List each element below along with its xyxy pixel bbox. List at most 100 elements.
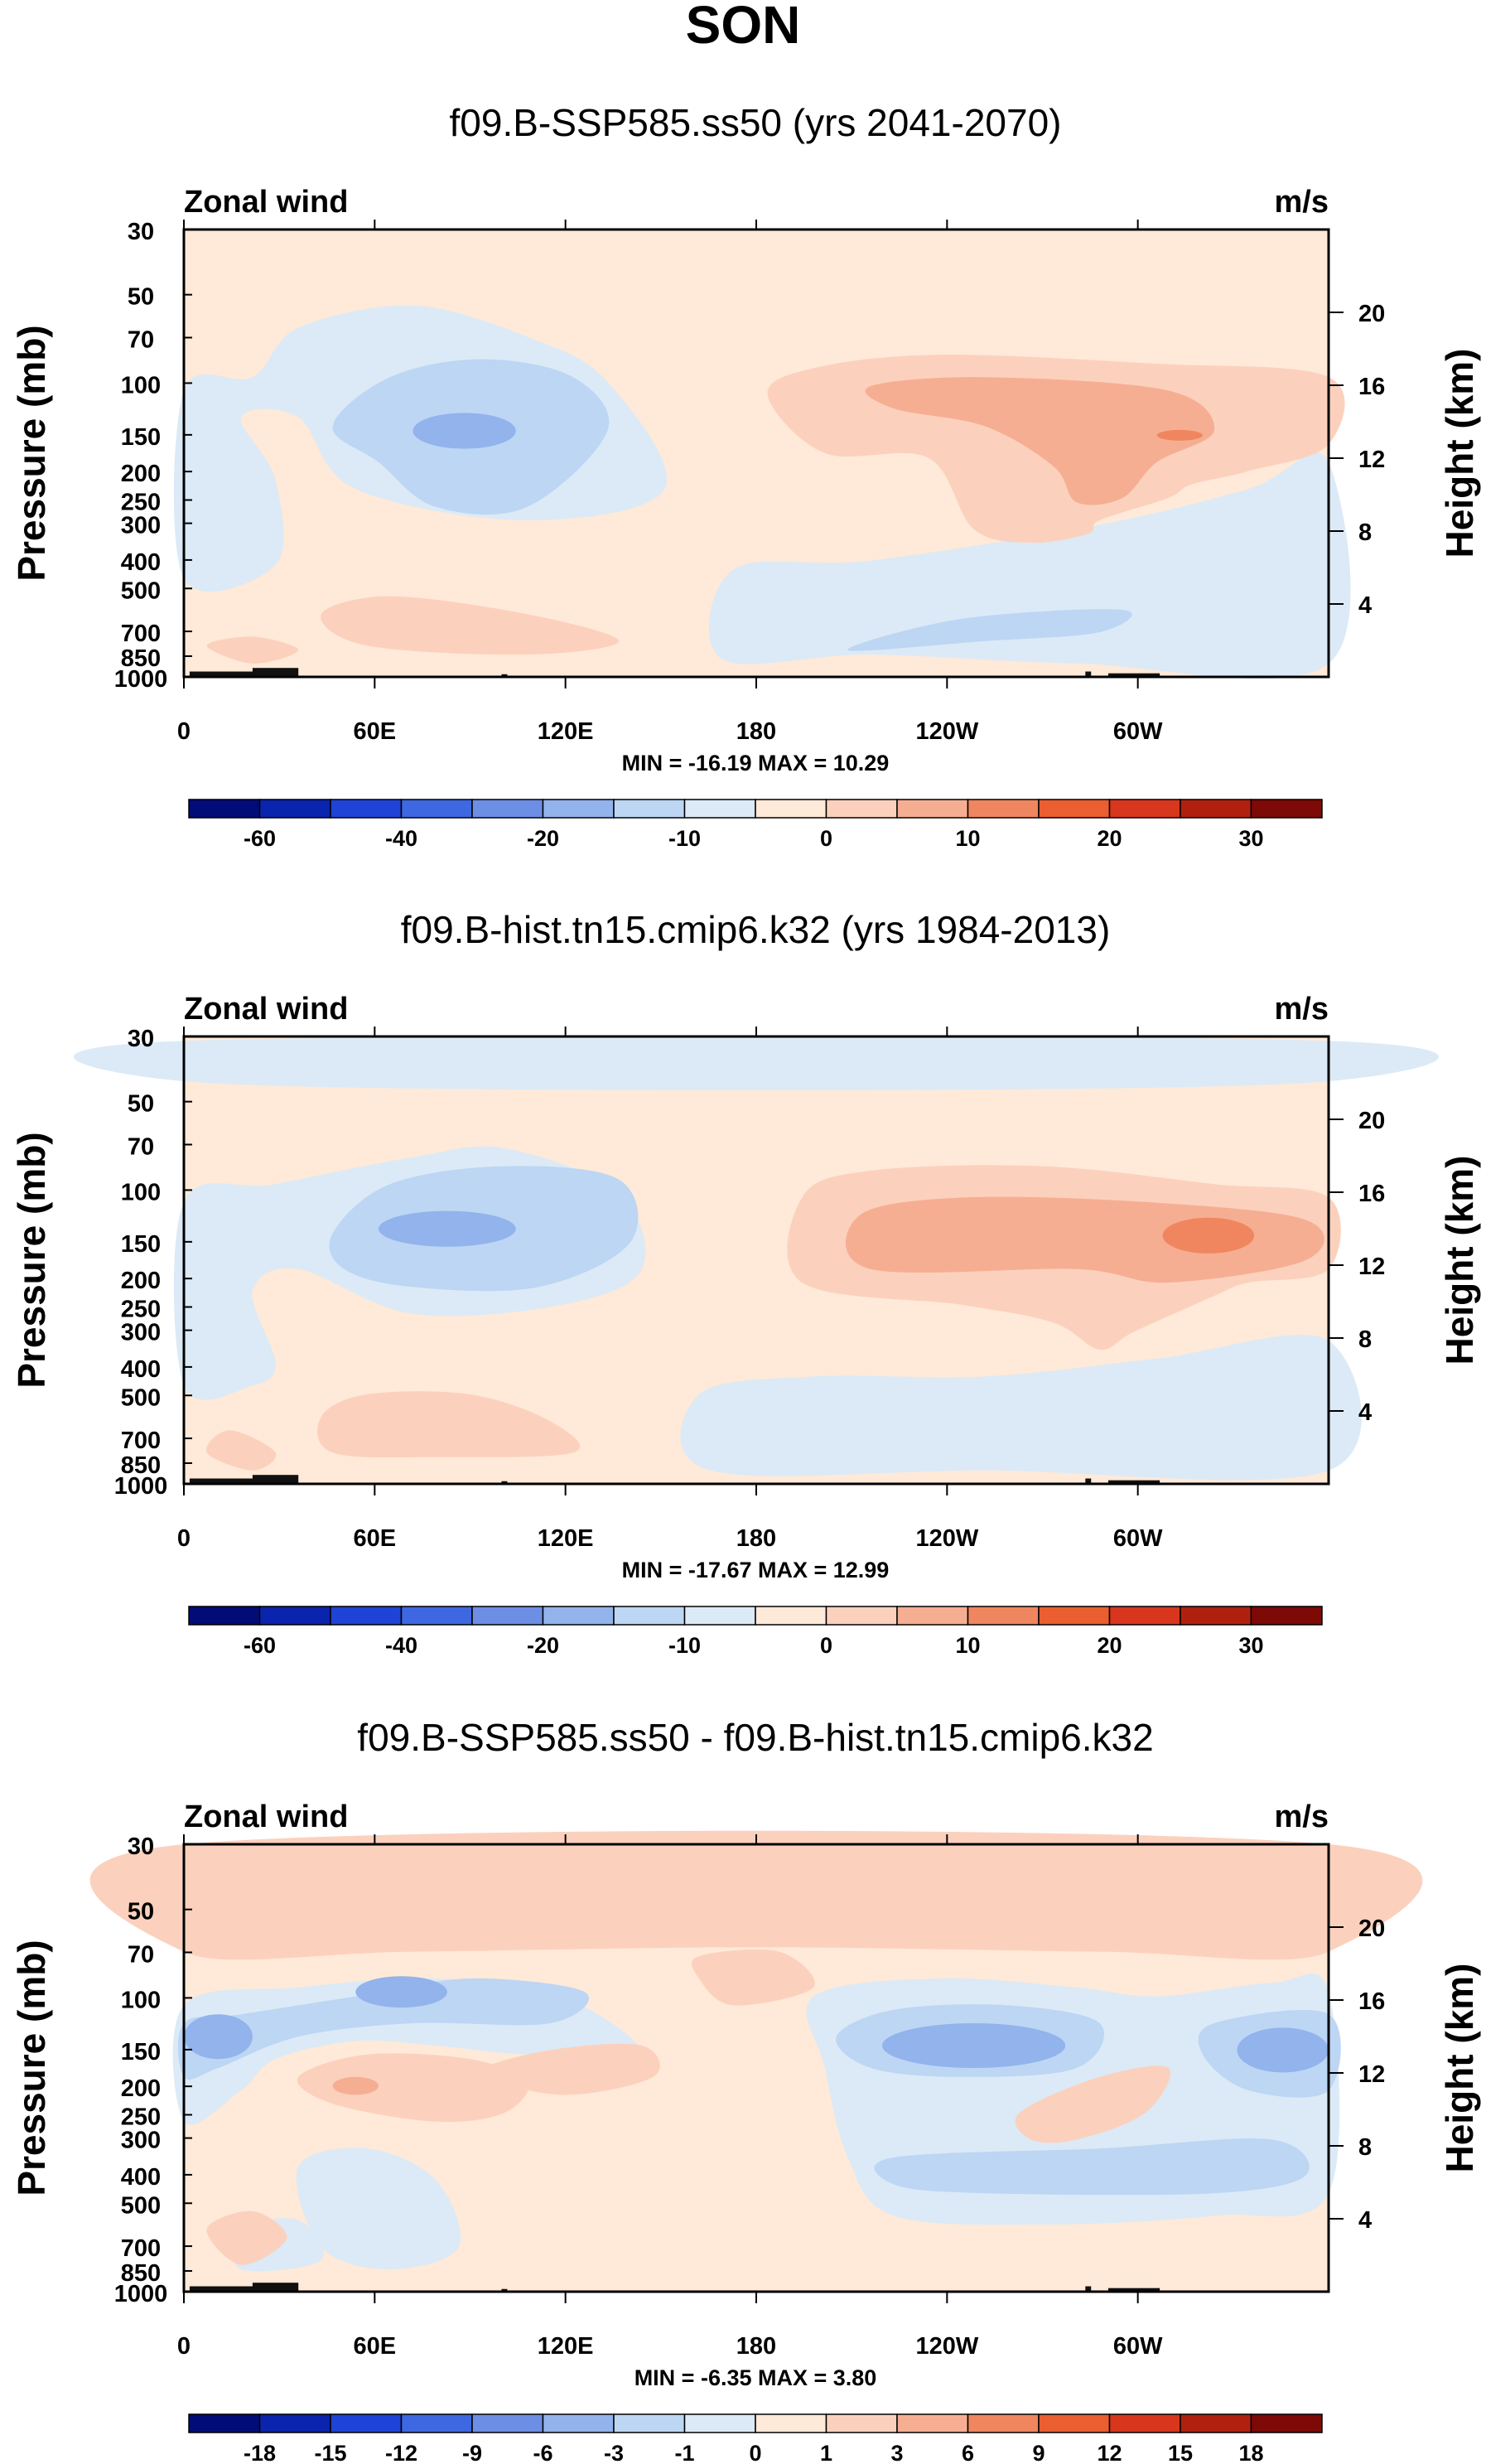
colorbar-box — [542, 1606, 615, 1626]
panel-2: f09.B-hist.tn15.cmip6.k32 (yrs 1984-2013… — [10, 908, 1481, 1658]
colorbar-box — [967, 799, 1040, 819]
orography — [1085, 2286, 1092, 2292]
colorbar-box — [471, 2413, 544, 2433]
colorbar-box — [683, 2413, 756, 2433]
colorbar-box — [400, 1606, 473, 1626]
lon-tick-label: 60W — [1113, 718, 1163, 745]
colorbar-box — [330, 2413, 403, 2433]
contour-region — [865, 377, 1215, 505]
contour-region — [413, 413, 516, 449]
colorbar-label: 15 — [1168, 2441, 1193, 2464]
colorbar-label: 12 — [1097, 2441, 1122, 2464]
colorbar-label: -15 — [314, 2441, 346, 2464]
min-max-label: MIN = -6.35 MAX = 3.80 — [634, 2365, 877, 2390]
colorbar-label: 20 — [1097, 1633, 1122, 1658]
colorbar-box — [258, 1606, 331, 1626]
field-label: Zonal wind — [184, 1800, 348, 1834]
colorbar-label: -40 — [385, 1633, 417, 1658]
contour-region — [206, 2210, 287, 2265]
height-tick-label: 20 — [1358, 301, 1385, 327]
lon-tick-label: 60E — [354, 2333, 397, 2360]
contour-region — [184, 2014, 253, 2060]
pressure-tick-label: 400 — [121, 549, 161, 576]
height-tick-label: 12 — [1358, 2061, 1385, 2088]
units-label: m/s — [1275, 185, 1329, 220]
lon-tick-label: 0 — [177, 2333, 191, 2360]
colorbar-label: 0 — [749, 2441, 761, 2464]
lon-tick-label: 60W — [1113, 1525, 1163, 1552]
pressure-tick-label: 30 — [128, 1834, 154, 1860]
pressure-tick-label: 700 — [121, 2235, 161, 2262]
colorbar-box — [825, 799, 898, 819]
colorbar-label: 30 — [1238, 826, 1263, 851]
field-label: Zonal wind — [184, 992, 348, 1027]
pressure-tick-label: 70 — [128, 1941, 154, 1968]
colorbar-box — [330, 799, 403, 819]
colorbar-label: 10 — [955, 1633, 980, 1658]
colorbar-box — [258, 799, 331, 819]
height-tick-label: 12 — [1358, 1254, 1385, 1280]
contour-region — [317, 1391, 581, 1458]
colorbar-box — [1108, 1606, 1181, 1626]
pressure-tick-label: 250 — [121, 1297, 161, 1323]
colorbar-box — [967, 1606, 1040, 1626]
colorbar-box — [1180, 1606, 1252, 1626]
orography — [1107, 2288, 1160, 2292]
orography — [1085, 1478, 1092, 1484]
colorbar-label: -20 — [527, 826, 559, 851]
orography — [501, 674, 508, 677]
pressure-tick-label: 250 — [121, 2104, 161, 2131]
colorbar-box — [542, 799, 615, 819]
colorbar-box — [471, 799, 544, 819]
colorbar-box — [967, 2413, 1040, 2433]
pressure-tick-label: 200 — [121, 2075, 161, 2102]
orography — [189, 671, 258, 677]
colorbar-box — [683, 799, 756, 819]
colorbar-label: -3 — [604, 2441, 624, 2464]
lon-tick-label: 60E — [354, 1525, 397, 1552]
contour-region — [847, 609, 1132, 651]
colorbar-label: 0 — [820, 826, 832, 851]
pressure-tick-label: 250 — [121, 490, 161, 516]
contour-region — [481, 2043, 660, 2095]
lon-tick-label: 120E — [538, 718, 594, 745]
colorbar-box — [1180, 2413, 1252, 2433]
colorbar-box — [188, 799, 261, 819]
orography — [252, 668, 299, 677]
lon-tick-label: 60E — [354, 718, 397, 745]
colorbar-box — [188, 1606, 261, 1626]
colorbar-label: 9 — [1032, 2441, 1045, 2464]
colorbar-box — [1180, 799, 1252, 819]
pressure-axis-title: Pressure (mb) — [10, 1132, 53, 1388]
pressure-tick-label: 300 — [121, 513, 161, 539]
pressure-tick-label: 400 — [121, 2164, 161, 2191]
colorbar-label: -40 — [385, 826, 417, 851]
lon-tick-label: 120E — [538, 2333, 594, 2360]
pressure-tick-label: 150 — [121, 2039, 161, 2065]
colorbar-label: -12 — [385, 2441, 417, 2464]
colorbar-box — [683, 1606, 756, 1626]
colorbar-box — [471, 1606, 544, 1626]
contour-region — [680, 1335, 1362, 1481]
colorbar-label: -1 — [674, 2441, 694, 2464]
colorbar-box — [400, 2413, 473, 2433]
orography — [252, 1475, 299, 1484]
height-tick-label: 16 — [1358, 1988, 1385, 2015]
contour-region — [332, 2076, 379, 2095]
lon-tick-label: 60W — [1113, 2333, 1163, 2360]
height-tick-label: 12 — [1358, 447, 1385, 473]
colorbar-label: 0 — [820, 1633, 832, 1658]
pressure-tick-label: 70 — [128, 1133, 154, 1160]
pressure-axis-title: Pressure (mb) — [10, 325, 53, 581]
colorbar-label: 18 — [1238, 2441, 1263, 2464]
contour-region — [89, 1830, 1423, 1960]
panel-title: f09.B-SSP585.ss50 (yrs 2041-2070) — [450, 101, 1062, 144]
panel-3: f09.B-SSP585.ss50 - f09.B-hist.tn15.cmip… — [10, 1716, 1481, 2464]
height-axis-title: Height (km) — [1438, 1156, 1481, 1365]
colorbar-box — [542, 2413, 615, 2433]
contour-region — [321, 596, 620, 655]
pressure-tick-label: 100 — [121, 1987, 161, 2013]
lon-tick-label: 0 — [177, 718, 191, 745]
contour-region — [882, 2023, 1066, 2068]
colorbar-label: -9 — [462, 2441, 482, 2464]
